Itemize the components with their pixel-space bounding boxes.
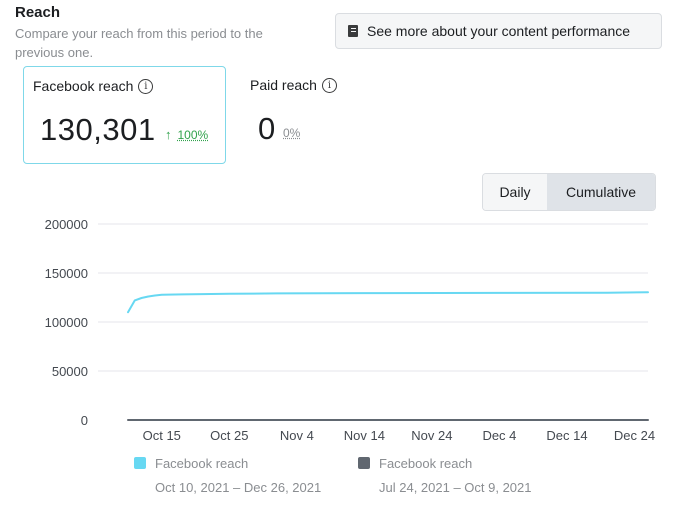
legend-swatch-previous — [358, 457, 370, 469]
daily-toggle-button[interactable]: Daily — [483, 174, 547, 210]
paid-reach-value: 0 — [258, 111, 276, 146]
reach-subtitle: Compare your reach from this period to t… — [15, 26, 263, 60]
legend-swatch-current — [134, 457, 146, 469]
y-tick-label: 0 — [81, 413, 88, 428]
series-line-current — [127, 291, 649, 314]
y-tick-label: 150000 — [45, 266, 88, 281]
x-tick-label: Nov 24 — [411, 428, 452, 443]
legend-range-current: Oct 10, 2021 – Dec 26, 2021 — [155, 480, 322, 495]
see-more-label: See more about your content performance — [367, 23, 631, 39]
x-tick-label: Dec 24 — [614, 428, 655, 443]
facebook-reach-card[interactable]: Facebook reach i 130,301 ↑ 100% — [23, 66, 226, 164]
facebook-reach-value: 130,301 — [40, 112, 156, 147]
paid-reach-card[interactable]: Paid reach i 0 0% — [249, 66, 409, 164]
y-tick-label: 100000 — [45, 315, 88, 330]
x-tick-label: Dec 4 — [482, 428, 516, 443]
x-tick-label: Nov 14 — [344, 428, 385, 443]
x-tick-label: Nov 4 — [280, 428, 314, 443]
legend-current[interactable]: Facebook reach Oct 10, 2021 – Dec 26, 20… — [134, 455, 321, 495]
facebook-reach-change-value[interactable]: 100% — [177, 128, 209, 142]
arrow-up-icon: ↑ — [165, 127, 172, 142]
view-toggle: Daily Cumulative — [482, 173, 656, 211]
y-tick-label: 50000 — [52, 364, 88, 379]
facebook-reach-label-row: Facebook reach i — [33, 78, 154, 94]
legend-label-current: Facebook reach — [155, 455, 249, 471]
book-icon — [348, 25, 358, 37]
paid-reach-change-value[interactable]: 0% — [283, 126, 301, 140]
paid-reach-label-row: Paid reach i — [250, 77, 337, 93]
legend-previous[interactable]: Facebook reach Jul 24, 2021 – Oct 9, 202… — [358, 455, 532, 495]
facebook-reach-label: Facebook reach — [33, 78, 134, 94]
reach-title: Reach — [15, 4, 61, 21]
see-more-button[interactable]: See more about your content performance — [335, 13, 662, 49]
facebook-reach-change: ↑ 100% — [165, 127, 208, 142]
info-icon[interactable]: i — [321, 77, 337, 93]
y-tick-label: 200000 — [45, 217, 88, 232]
legend-label-previous: Facebook reach — [379, 455, 473, 471]
paid-reach-change: 0% — [283, 126, 300, 140]
cumulative-toggle-button[interactable]: Cumulative — [547, 174, 655, 210]
x-tick-label: Oct 15 — [143, 428, 181, 443]
x-tick-label: Oct 25 — [210, 428, 248, 443]
paid-reach-label: Paid reach — [250, 77, 317, 93]
legend-range-previous: Jul 24, 2021 – Oct 9, 2021 — [379, 480, 532, 495]
x-tick-label: Dec 14 — [546, 428, 587, 443]
info-icon[interactable]: i — [138, 78, 154, 94]
reach-line-chart: 0 50000 100000 150000 200000 Oct 15 Oct 25 Nov … — [45, 217, 655, 443]
